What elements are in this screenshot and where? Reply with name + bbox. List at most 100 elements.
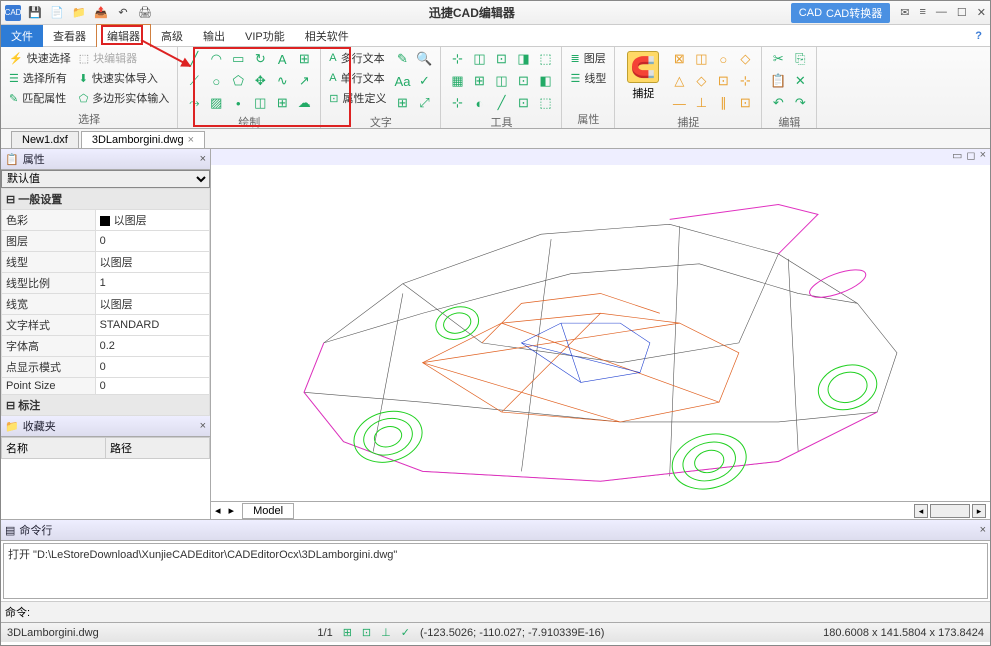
export-icon[interactable]: 📤 [93,5,109,21]
mtext-button[interactable]: A多行文本 [327,49,388,67]
t13-icon[interactable]: ╱ [491,93,511,113]
prop-group[interactable]: ⊟ 标注 [2,395,210,416]
style-icon[interactable]: Aa [392,71,412,91]
cut-icon[interactable]: ✂ [768,49,788,69]
t1-icon[interactable]: ⊹ [447,49,467,69]
s2-icon[interactable]: ◫ [691,49,711,69]
s5-icon[interactable]: △ [669,71,689,91]
redo-icon[interactable]: ↷ [790,93,810,113]
t15-icon[interactable]: ⬚ [535,93,555,113]
minimize-icon[interactable]: — [936,6,947,19]
s9-icon[interactable]: — [669,93,689,113]
find-icon[interactable]: 🔍 [414,49,434,69]
t14-icon[interactable]: ⊡ [513,93,533,113]
close-icon[interactable]: ✕ [977,6,986,19]
rect-icon[interactable]: ▭ [228,49,248,69]
polar-icon[interactable]: ✓ [401,626,410,639]
help-icon[interactable]: ? [975,30,982,42]
panel-close-icon[interactable]: × [980,524,986,536]
hatch-icon[interactable]: ▨ [206,93,226,113]
prop-val[interactable]: 以图层 [95,294,209,315]
leader-icon[interactable]: ↗ [294,71,314,91]
t7-icon[interactable]: ⊞ [469,71,489,91]
s8-icon[interactable]: ⊹ [735,71,755,91]
table-icon[interactable]: ⊞ [272,93,292,113]
doc-tab[interactable]: New1.dxf [11,131,79,148]
rotate-icon[interactable]: ↻ [250,49,270,69]
del-icon[interactable]: ✕ [790,71,810,91]
prop-val[interactable]: 0.2 [95,336,209,357]
model-next-icon[interactable]: ▸ [225,504,239,517]
new-icon[interactable]: 📄 [49,5,65,21]
prop-val[interactable]: STANDARD [95,315,209,336]
scale-icon[interactable]: ⤢ [414,93,434,113]
s6-icon[interactable]: ◇ [691,71,711,91]
prop-val[interactable]: 以图层 [95,210,209,231]
prop-val[interactable]: 0 [95,357,209,378]
block-icon[interactable]: ◫ [250,93,270,113]
fav-col[interactable]: 路径 [106,438,210,459]
dim-icon[interactable]: ⊞ [294,49,314,69]
prop-val[interactable]: 0 [95,378,209,395]
prop-val[interactable]: 0 [95,231,209,252]
maximize-icon[interactable]: ☐ [957,6,967,19]
undo-icon[interactable]: ↶ [115,5,131,21]
prop-group[interactable]: ⊟ 一般设置 [2,189,210,210]
open-icon[interactable]: 📁 [71,5,87,21]
s7-icon[interactable]: ⊡ [713,71,733,91]
s4-icon[interactable]: ◇ [735,49,755,69]
cloud-icon[interactable]: ☁ [294,93,314,113]
arc-icon[interactable]: ◠ [206,49,226,69]
doc-tab[interactable]: 3DLamborgini.dwg× [81,131,205,148]
close-tab-icon[interactable]: × [188,134,194,146]
undo2-icon[interactable]: ↶ [768,93,788,113]
restore-icon[interactable]: ▭ [952,149,962,165]
stext-button[interactable]: A单行文本 [327,69,388,87]
linetype-button[interactable]: ☰线型 [568,69,608,87]
prop-val[interactable]: 以图层 [95,252,209,273]
hscroll[interactable]: ◂▸ [914,504,990,518]
mail-icon[interactable]: ✉ [900,6,909,19]
t3-icon[interactable]: ⊡ [491,49,511,69]
select-all-button[interactable]: ☰选择所有 [7,69,73,87]
command-input[interactable] [30,606,986,618]
text-icon[interactable]: A [272,49,292,69]
polygon-icon[interactable]: ⬠ [228,71,248,91]
tab-advanced[interactable]: 高级 [151,25,193,47]
polyline-icon[interactable]: ⟋ [184,71,204,91]
t4-icon[interactable]: ◨ [513,49,533,69]
s1-icon[interactable]: ⊠ [669,49,689,69]
save-icon[interactable]: 💾 [27,5,43,21]
t12-icon[interactable]: ◐ [469,93,489,113]
t5-icon[interactable]: ⬚ [535,49,555,69]
tab-related[interactable]: 相关软件 [295,25,359,47]
panel-close-icon[interactable]: × [200,420,206,432]
property-selector[interactable]: 默认值 [1,170,210,188]
t9-icon[interactable]: ⊡ [513,71,533,91]
t2-icon[interactable]: ◫ [469,49,489,69]
copy-icon[interactable]: ⎘ [790,49,810,69]
path-icon[interactable]: ⤳ [184,93,204,113]
tab-file[interactable]: 文件 [1,25,43,47]
t11-icon[interactable]: ⊹ [447,93,467,113]
t8-icon[interactable]: ◫ [491,71,511,91]
s12-icon[interactable]: ⊡ [735,93,755,113]
tab-viewer[interactable]: 查看器 [43,25,96,47]
tab-vip[interactable]: VIP功能 [235,25,295,47]
close-view-icon[interactable]: × [980,149,986,165]
drawing-canvas[interactable] [211,165,990,501]
edit-text-icon[interactable]: ✎ [392,49,412,69]
menu-icon[interactable]: ≡ [919,6,925,19]
s3-icon[interactable]: ○ [713,49,733,69]
prop-val[interactable]: 1 [95,273,209,294]
block-editor-button[interactable]: ⬚块编辑器 [77,49,172,67]
spline-icon[interactable]: ∿ [272,71,292,91]
snap-status-icon[interactable]: ⊡ [362,626,371,639]
snap-button[interactable]: 🧲 捕捉 [621,49,665,103]
quick-import-button[interactable]: ⬇快速实体导入 [77,69,172,87]
attdef-button[interactable]: ⊡属性定义 [327,89,388,107]
match-props-button[interactable]: ✎匹配属性 [7,89,73,107]
ortho-icon[interactable]: ⊥ [381,626,391,639]
print-icon[interactable]: 🖨 [137,5,153,21]
tab-output[interactable]: 输出 [193,25,235,47]
